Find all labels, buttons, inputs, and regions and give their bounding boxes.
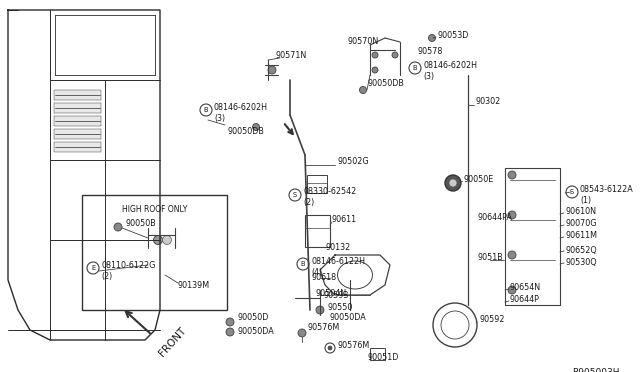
Text: (2): (2) — [303, 199, 314, 208]
Circle shape — [226, 318, 234, 326]
Circle shape — [508, 171, 516, 179]
Text: 90592: 90592 — [480, 315, 506, 324]
Text: 90053D: 90053D — [438, 31, 469, 39]
Text: 90576M: 90576M — [338, 340, 371, 350]
Text: 90618: 90618 — [312, 273, 337, 282]
Text: 90050DB: 90050DB — [368, 80, 405, 89]
Text: 90070G: 90070G — [565, 219, 596, 228]
Text: 90504N: 90504N — [315, 289, 346, 298]
Circle shape — [508, 211, 516, 219]
Text: 90050E: 90050E — [464, 176, 494, 185]
Text: (2): (2) — [101, 272, 112, 280]
Bar — [370, 348, 385, 360]
Bar — [54, 103, 101, 113]
Text: (3): (3) — [423, 71, 434, 80]
Circle shape — [226, 328, 234, 336]
Text: 90611: 90611 — [332, 215, 357, 224]
Text: FRONT: FRONT — [157, 326, 188, 359]
Text: (4): (4) — [311, 267, 322, 276]
Text: 90050D: 90050D — [237, 314, 268, 323]
Text: B: B — [413, 65, 417, 71]
Text: 08146-6202H: 08146-6202H — [423, 61, 477, 70]
Text: 90139M: 90139M — [178, 280, 210, 289]
Text: E: E — [91, 265, 95, 271]
Circle shape — [449, 179, 457, 187]
Circle shape — [508, 251, 516, 259]
Text: 90050DA: 90050DA — [237, 327, 274, 337]
Text: 08146-6122H: 08146-6122H — [311, 257, 365, 266]
Bar — [54, 142, 101, 152]
Bar — [307, 175, 327, 193]
Text: 9051B: 9051B — [478, 253, 504, 263]
Text: R905003H: R905003H — [573, 368, 620, 372]
Circle shape — [372, 52, 378, 58]
Text: 08330-62542: 08330-62542 — [303, 187, 356, 196]
Bar — [54, 129, 101, 139]
Circle shape — [163, 235, 172, 244]
Text: 90610N: 90610N — [565, 208, 596, 217]
Circle shape — [429, 35, 435, 42]
Text: 90050B: 90050B — [125, 219, 156, 228]
Circle shape — [328, 346, 332, 350]
Circle shape — [508, 286, 516, 294]
Text: 90644P: 90644P — [510, 295, 540, 305]
Text: 90654N: 90654N — [510, 283, 541, 292]
Text: 90550: 90550 — [328, 304, 353, 312]
Text: 90644PA: 90644PA — [478, 214, 513, 222]
Text: (1): (1) — [580, 196, 591, 205]
Circle shape — [154, 235, 163, 244]
Text: S: S — [293, 192, 297, 198]
Bar — [82, 195, 227, 310]
Text: B: B — [204, 107, 208, 113]
Text: 90502G: 90502G — [337, 157, 369, 167]
Text: 08543-6122A: 08543-6122A — [580, 185, 634, 193]
Text: 90050DB: 90050DB — [228, 128, 265, 137]
Text: 90302: 90302 — [476, 97, 501, 106]
Bar — [54, 116, 101, 126]
Circle shape — [114, 223, 122, 231]
Circle shape — [253, 124, 259, 131]
Circle shape — [392, 52, 398, 58]
Text: HIGH ROOF ONLY: HIGH ROOF ONLY — [122, 205, 187, 214]
Text: 90571N: 90571N — [276, 51, 307, 60]
Circle shape — [298, 329, 306, 337]
Circle shape — [372, 67, 378, 73]
Text: 90050DA: 90050DA — [330, 314, 367, 323]
Bar — [305, 215, 330, 247]
Text: 90578: 90578 — [418, 48, 444, 57]
Text: 08110-6122G: 08110-6122G — [101, 260, 156, 269]
Circle shape — [360, 87, 367, 93]
Text: 90570N: 90570N — [348, 38, 380, 46]
Circle shape — [445, 175, 461, 191]
Text: B: B — [301, 261, 305, 267]
Text: S: S — [570, 189, 574, 195]
Bar — [54, 90, 101, 100]
Text: 90611M: 90611M — [565, 231, 597, 241]
Circle shape — [316, 306, 324, 314]
Text: 90593: 90593 — [323, 291, 348, 299]
Text: (3): (3) — [214, 113, 225, 122]
Circle shape — [268, 66, 276, 74]
Text: 90576M: 90576M — [308, 324, 340, 333]
Text: 90652Q: 90652Q — [565, 246, 596, 254]
Text: 90051D: 90051D — [368, 353, 399, 362]
Text: 08146-6202H: 08146-6202H — [214, 103, 268, 112]
Text: 90132: 90132 — [325, 244, 350, 253]
Text: 90530Q: 90530Q — [565, 257, 596, 266]
